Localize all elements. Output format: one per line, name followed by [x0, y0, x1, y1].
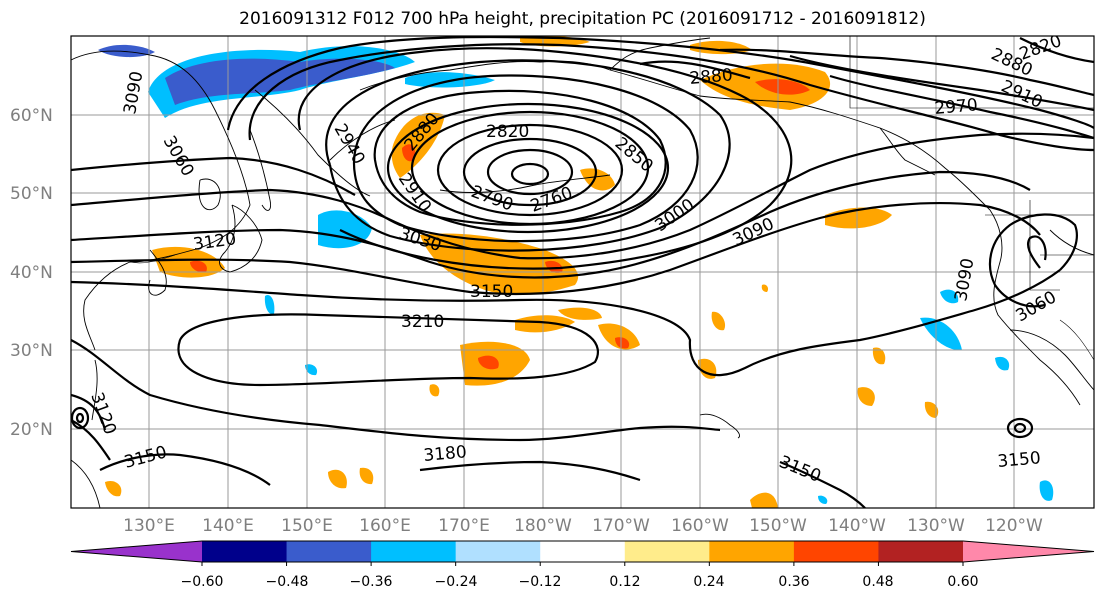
contour-label: 2970	[934, 95, 979, 119]
colorbar-segment	[540, 541, 626, 562]
colorbar-segment	[624, 541, 710, 562]
colorbar-tick-label: −0.60	[181, 574, 224, 590]
lat-label: 50°N	[10, 184, 53, 204]
lon-label: 170°W	[592, 516, 650, 536]
lon-label: 160°W	[671, 516, 729, 536]
political-borders	[129, 36, 1094, 361]
contour-label: 2880	[689, 65, 734, 89]
lon-label: 130°W	[907, 516, 965, 536]
contour-label: 3150	[470, 282, 513, 302]
contour-label: 3150	[997, 448, 1042, 472]
lon-label: 150°W	[749, 516, 807, 536]
colorbar	[70, 540, 1095, 566]
colorbar-tick-label: 0.24	[693, 574, 724, 590]
colorbar-segment	[793, 541, 879, 562]
colorbar-tick-label: 0.60	[947, 574, 978, 590]
lat-label: 20°N	[10, 420, 53, 440]
longitude-labels: 130°E 140°E 150°E 160°E 170°E 180°W 170°…	[123, 516, 1043, 536]
lon-label: 140°W	[828, 516, 886, 536]
colorbar-segment	[878, 541, 964, 562]
lon-label: 160°E	[359, 516, 411, 536]
height-contours	[71, 36, 1094, 508]
colorbar-tick-labels: −0.60 −0.48 −0.36 −0.24 −0.12 0.12 0.24 …	[181, 574, 979, 590]
colorbar-tick-label: −0.48	[266, 574, 309, 590]
colorbar-tick-label: 0.48	[862, 574, 893, 590]
map-title: 2016091312 F012 700 hPa height, precipit…	[239, 9, 926, 29]
map-panel: 3090 3060 2940 2880 2910 2820 2790 2760 …	[71, 36, 1094, 508]
contour-label: 3210	[401, 312, 444, 332]
colorbar-segment	[455, 541, 541, 562]
lon-label: 140°E	[202, 516, 254, 536]
colorbar-tick-label: −0.36	[350, 574, 393, 590]
colorbar-tick-label: 0.36	[778, 574, 809, 590]
lon-label: 120°W	[985, 516, 1043, 536]
contour-label: 3180	[423, 442, 468, 466]
colorbar-segment	[371, 541, 457, 562]
lat-label: 30°N	[10, 341, 53, 361]
lat-label: 60°N	[10, 106, 53, 126]
colorbar-segment	[202, 541, 288, 562]
map-frame	[70, 35, 1095, 509]
contour-label: 2820	[486, 122, 529, 142]
colorbar-extend-high	[963, 541, 1094, 562]
colorbar-segment	[286, 541, 372, 562]
colorbar-segment	[709, 541, 795, 562]
precip-positive-shading	[105, 36, 939, 508]
lon-label: 170°E	[438, 516, 490, 536]
lon-label: 180°W	[514, 516, 572, 536]
lon-label: 150°E	[281, 516, 333, 536]
latitude-labels: 60°N 50°N 40°N 30°N 20°N	[10, 106, 53, 440]
colorbar-tick-label: −0.12	[519, 574, 562, 590]
lat-label: 40°N	[10, 263, 53, 283]
colorbar-tick-label: 0.12	[609, 574, 640, 590]
colorbar-tick-label: −0.24	[435, 574, 478, 590]
lon-label: 130°E	[123, 516, 175, 536]
colorbar-extend-low	[71, 541, 202, 562]
